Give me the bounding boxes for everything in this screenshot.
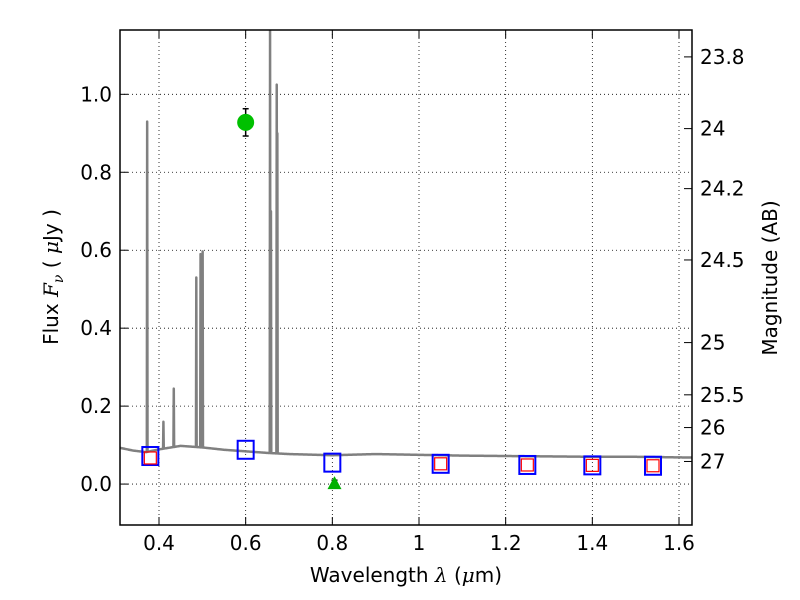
model-photometry-square — [236, 439, 255, 460]
y2-tick-label: 27 — [700, 449, 725, 473]
y2-tick-label: 24 — [700, 117, 725, 141]
x-tick-label: 1.4 — [576, 531, 608, 555]
plot-frame — [119, 29, 693, 526]
y2-tick-label: 25.5 — [700, 383, 745, 407]
x-tick-label: 0.6 — [230, 531, 262, 555]
grid-lines — [120, 30, 692, 525]
y2-tick-label: 23.8 — [700, 45, 745, 69]
observed-photometry-square — [646, 459, 660, 473]
y2-tick-label: 24.2 — [700, 177, 745, 201]
x-tick-label: 1.6 — [663, 531, 695, 555]
y-tick-label: 0.8 — [80, 160, 112, 184]
model-photometry-square — [141, 446, 160, 467]
y2-tick-label: 25 — [700, 331, 725, 355]
x-axis-label: Wavelength λ (μm) — [310, 563, 502, 587]
observed-photometry-square — [143, 451, 157, 465]
y2-tick-label: 26 — [700, 416, 725, 440]
y-tick-label: 0.6 — [80, 238, 112, 262]
x-tick-label: 1.2 — [490, 531, 522, 555]
y2-tick-label: 24.5 — [700, 248, 745, 272]
y2-axis-label: Magnitude (AB) — [758, 200, 782, 355]
upper-limit-triangle — [327, 476, 342, 490]
model-photometry-square — [644, 455, 662, 476]
y-tick-label: 0.2 — [80, 394, 112, 418]
y-tick-label: 1.0 — [80, 82, 112, 106]
observed-photometry-square — [585, 458, 599, 472]
plot-background — [120, 30, 692, 525]
y-tick-label: 0.4 — [80, 316, 112, 340]
x-tick-label: 0.4 — [143, 531, 175, 555]
model-photometry-square — [518, 454, 537, 475]
model-photometry-square — [583, 455, 602, 476]
axis-ticks: 0.4 0.6 0.8 1 1.2 1.4 1.6 0.0 0.2 0.4 0.6 0.8 1.0 23.… — [80, 30, 745, 555]
y-axis-label: Flux Fν ( μJy ) — [39, 209, 67, 345]
marker-layer — [141, 107, 662, 490]
y-tick-label: 0.0 — [80, 472, 112, 496]
model-photometry-square — [431, 453, 450, 474]
observed-photometry-square — [520, 458, 534, 472]
x-tick-label: 1 — [413, 531, 426, 555]
model-photometry-square — [323, 452, 342, 473]
observed-photometry-square — [434, 457, 448, 471]
x-tick-label: 0.8 — [316, 531, 348, 555]
detection-point — [237, 113, 255, 131]
